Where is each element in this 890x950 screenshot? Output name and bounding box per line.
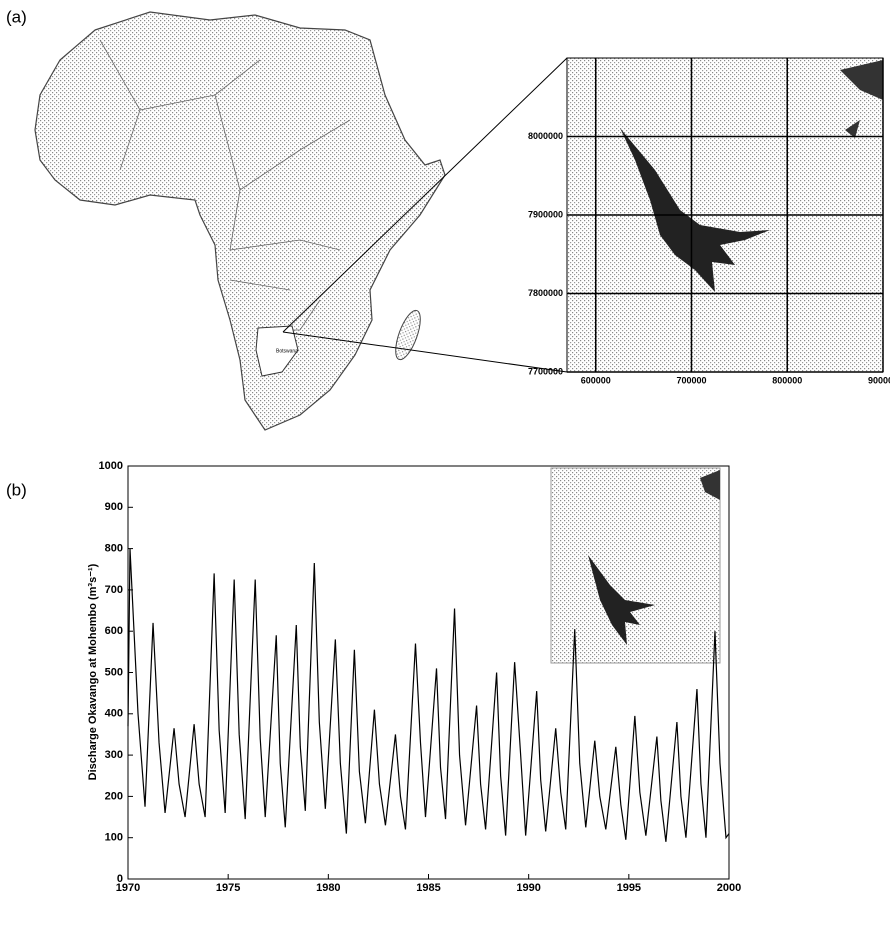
- y-tick-label: 1000: [99, 460, 123, 472]
- y-tick-label: 600: [105, 625, 123, 637]
- y-tick-label: 0: [117, 873, 123, 885]
- y-tick-label: 100: [105, 832, 123, 844]
- y-tick-label: 200: [105, 790, 123, 802]
- x-tick-label: 900000: [868, 375, 890, 385]
- x-tick-label: 1990: [516, 882, 540, 894]
- y-tick-label: 700: [105, 584, 123, 596]
- y-tick-label: 900: [105, 501, 123, 513]
- x-tick-label: 600000: [581, 375, 611, 385]
- y-tick-label: 8000000: [528, 131, 563, 141]
- y-tick-label: 800: [105, 543, 123, 555]
- inset-image: [550, 467, 721, 664]
- y-tick-label: 500: [105, 666, 123, 678]
- panel-label: (b): [6, 480, 27, 499]
- y-tick-label: 7800000: [528, 288, 563, 298]
- panel-label: (a): [6, 7, 27, 26]
- x-tick-label: 800000: [772, 375, 802, 385]
- y-tick-label: 7900000: [528, 209, 563, 219]
- x-tick-label: 1970: [116, 882, 140, 894]
- x-tick-label: 1980: [316, 882, 340, 894]
- discharge-line: [127, 548, 730, 842]
- x-tick-label: 1975: [216, 882, 240, 894]
- y-axis-label: Discharge Okavango at Mohembo (m³s⁻¹): [87, 563, 99, 780]
- x-tick-label: 2000: [717, 882, 741, 894]
- africa-map: [34, 11, 568, 431]
- x-tick-label: 1995: [617, 882, 641, 894]
- x-tick-label: 700000: [676, 375, 706, 385]
- y-tick-label: 400: [105, 708, 123, 720]
- x-tick-label: 1985: [416, 882, 440, 894]
- map-annotation: Botswana: [276, 348, 298, 354]
- y-tick-label: 300: [105, 749, 123, 761]
- y-tick-label: 7700000: [528, 366, 563, 376]
